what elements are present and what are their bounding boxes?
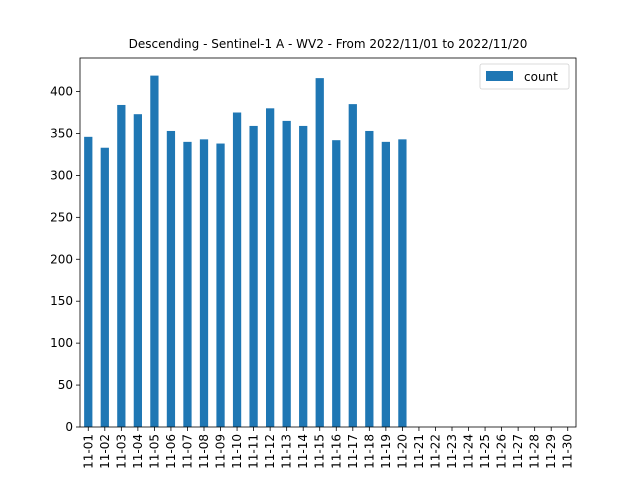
bar-11-07: [183, 141, 192, 427]
bar-11-04: [133, 114, 142, 428]
bar-11-12: [266, 108, 275, 428]
y-axis: 0 50 100 150 200 250 300 350 400: [50, 85, 80, 434]
bar-11-02: [100, 147, 109, 428]
x-tick-label: 11-03: [114, 434, 128, 469]
x-tick-label: 11-04: [131, 434, 145, 469]
y-tick-label: 200: [50, 252, 73, 266]
x-tick-label: 11-25: [478, 434, 492, 469]
x-tick-label: 11-02: [98, 434, 112, 469]
x-tick-label: 11-13: [280, 434, 294, 469]
x-tick-label: 11-29: [544, 434, 558, 469]
legend: count: [479, 63, 570, 90]
x-tick-label: 11-15: [313, 434, 327, 469]
bar-11-13: [282, 120, 291, 427]
x-tick-label: 11-06: [164, 434, 178, 469]
x-tick-label: 11-11: [247, 434, 261, 469]
x-tick-label: 11-01: [81, 434, 95, 469]
bar-11-11: [249, 125, 258, 428]
bar-11-05: [150, 75, 159, 428]
x-tick-label: 11-19: [379, 434, 393, 469]
x-tick-label: 11-27: [511, 434, 525, 469]
bar-11-16: [332, 140, 341, 427]
y-tick-label: 250: [50, 210, 73, 224]
bar-11-01: [84, 136, 93, 427]
x-axis: 11-01 11-02 11-03 11-04 11-05 11-06 11-07 11-08…: [81, 427, 575, 469]
x-tick-label: 11-08: [197, 434, 211, 469]
legend-swatch: [486, 71, 513, 81]
bar-11-20: [398, 139, 407, 428]
bar-11-06: [166, 130, 176, 427]
bar-11-17: [348, 104, 357, 427]
x-tick-label: 11-16: [329, 434, 343, 469]
bar-11-03: [117, 104, 126, 428]
x-tick-label: 11-18: [362, 434, 376, 469]
y-tick-label: 350: [50, 126, 73, 140]
y-tick-label: 0: [65, 420, 73, 434]
x-tick-label: 11-28: [528, 434, 542, 469]
x-tick-label: 11-26: [495, 434, 509, 469]
bar-11-15: [315, 78, 324, 428]
x-tick-label: 11-07: [180, 434, 194, 469]
plot-frame: [79, 57, 577, 428]
bar-11-10: [232, 112, 242, 428]
x-tick-label: 11-05: [147, 434, 161, 469]
y-tick-label: 150: [50, 294, 73, 308]
y-tick-label: 300: [50, 168, 73, 182]
x-tick-label: 11-22: [428, 434, 442, 469]
x-tick-label: 11-30: [561, 434, 575, 469]
x-tick-label: 11-10: [230, 434, 244, 469]
x-tick-label: 11-14: [296, 434, 310, 469]
y-tick-label: 50: [58, 378, 73, 392]
bar-11-18: [365, 130, 374, 427]
x-tick-label: 11-09: [214, 434, 228, 469]
x-tick-label: 11-20: [395, 434, 409, 469]
bar-11-14: [299, 125, 308, 428]
chart-title: Descending - Sentinel-1 A - WV2 - From 2…: [129, 37, 528, 51]
y-tick-label: 100: [50, 336, 73, 350]
x-tick-label: 11-12: [263, 434, 277, 469]
y-tick-label: 400: [50, 85, 73, 99]
legend-box: [479, 63, 570, 90]
bars-group: [84, 75, 407, 428]
x-tick-label: 11-17: [346, 434, 360, 469]
x-tick-label: 11-21: [412, 434, 426, 469]
x-tick-label: 11-23: [445, 434, 459, 469]
legend-label: count: [524, 70, 558, 84]
bar-11-08: [199, 139, 209, 428]
bar-11-19: [381, 141, 390, 427]
bar-11-09: [216, 143, 225, 428]
x-tick-label: 11-24: [462, 434, 476, 469]
